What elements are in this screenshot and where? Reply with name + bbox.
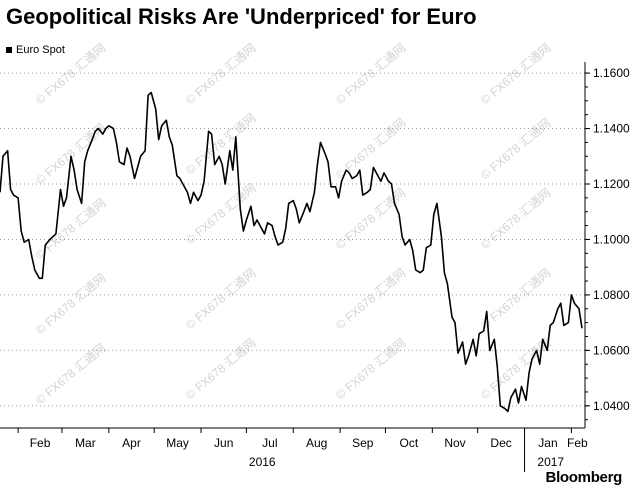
y-tick-label: 1.1000 <box>593 232 630 246</box>
x-tick-label: Mar <box>75 436 96 450</box>
watermark-text: © FX678 汇通网 <box>33 121 109 188</box>
series-line <box>0 91 583 413</box>
watermark-text: © FX678 汇通网 <box>33 41 109 108</box>
x-tick-label: Sep <box>352 436 374 450</box>
x-tick-label: Apr <box>122 436 141 450</box>
watermark-text: © FX678 汇通网 <box>478 116 554 183</box>
x-tick-label: Dec <box>490 436 511 450</box>
y-tick-label: 1.1200 <box>593 177 630 191</box>
x-tick-label: Aug <box>306 436 327 450</box>
legend-swatch <box>6 47 12 53</box>
x-tick-label: May <box>166 436 189 450</box>
x-tick-label: Jul <box>262 436 277 450</box>
legend: Euro Spot <box>6 44 65 56</box>
x-tick-label: Nov <box>444 436 465 450</box>
watermark-text: © FX678 汇通网 <box>478 266 554 333</box>
legend-label: Euro Spot <box>16 44 65 56</box>
watermark-text: © FX678 汇通网 <box>333 266 409 333</box>
year-label: 2017 <box>537 455 564 469</box>
x-tick-label: Feb <box>30 436 51 450</box>
y-tick-label: 1.1400 <box>593 122 630 136</box>
watermark-text: © FX678 汇通网 <box>333 41 409 108</box>
year-label: 2016 <box>249 455 276 469</box>
x-tick-label: Oct <box>400 436 419 450</box>
watermark-text: © FX678 汇通网 <box>183 111 259 178</box>
watermark-text: © FX678 汇通网 <box>33 271 109 338</box>
watermark-text: © FX678 汇通网 <box>333 116 409 183</box>
watermark-text: © FX678 汇通网 <box>183 266 259 333</box>
y-tick-label: 1.0800 <box>593 288 630 302</box>
y-tick-label: 1.0600 <box>593 343 630 357</box>
watermark-text: © FX678 汇通网 <box>478 41 554 108</box>
watermark-text: © FX678 汇通网 <box>183 41 259 108</box>
bloomberg-logo: Bloomberg <box>545 469 623 486</box>
y-tick-label: 1.1600 <box>593 66 630 80</box>
watermark-text: © FX678 汇通网 <box>333 186 409 253</box>
watermark-text: © FX678 汇通网 <box>183 181 259 248</box>
watermark-text: © FX678 汇通网 <box>478 186 554 253</box>
watermark-text: © FX678 汇通网 <box>333 336 409 403</box>
y-tick-label: 1.0400 <box>593 399 630 413</box>
watermark-text: © FX678 汇通网 <box>183 336 259 403</box>
x-tick-label: Jan <box>538 436 557 450</box>
x-tick-label: Feb <box>567 436 588 450</box>
x-tick-label: Jun <box>214 436 233 450</box>
chart-title: Geopolitical Risks Are 'Underpriced' for… <box>6 4 477 29</box>
